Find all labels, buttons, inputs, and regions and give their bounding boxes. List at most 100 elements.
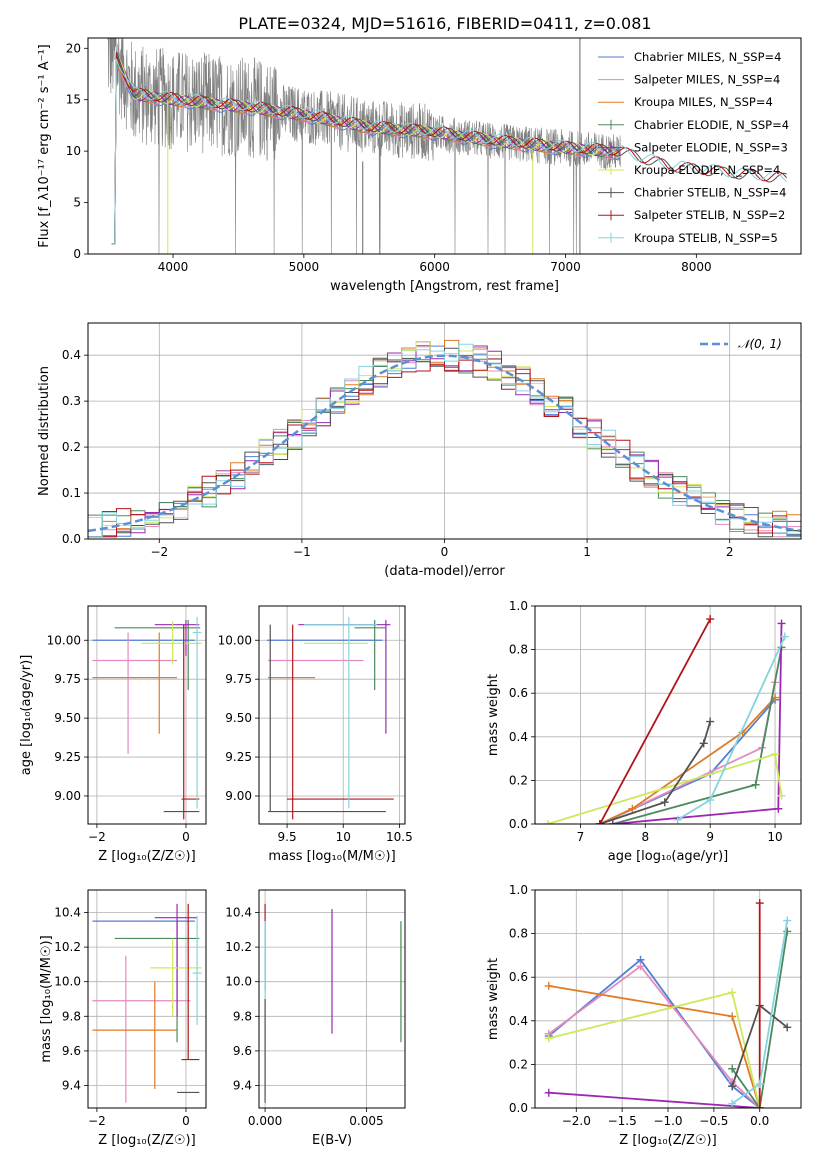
panel-frame [534,605,802,825]
weight-line [548,965,761,1108]
weight-line [599,696,776,824]
y-tick-label: 0.0 [509,1101,528,1115]
y-axis-label: mass weight [486,958,501,1040]
y-tick-label: 9.8 [62,1009,81,1023]
y-tick-label: 0.2 [62,440,81,454]
x-axis-label: age [log₁₀(age/yr)] [608,849,729,864]
errorbar-point [92,632,178,754]
x-axis-label: E(B-V) [312,1133,352,1148]
x-axis-label: Z [log₁₀(Z/Z☉)] [98,849,195,864]
weight-marker [783,1023,792,1032]
panel-frame [534,889,802,1109]
model-line [111,61,621,245]
weight-marker [728,1064,737,1073]
weight-marker [706,717,715,726]
x-tick-label: 5000 [289,260,320,274]
weight-marker [544,1088,553,1097]
model-line [111,58,787,245]
weight-marker [543,820,552,824]
weight-marker [771,750,780,759]
y-axis-label: age [log₁₀(age/yr)] [19,655,34,776]
y-tick-label: 0.3 [62,394,81,408]
weight-line [548,1091,760,1108]
y-tick-label: 0.1 [62,486,81,500]
plot-area [266,616,394,820]
x-tick-label: −2 [150,545,168,559]
y-tick-label: 10.4 [54,905,81,919]
weight-marker [628,804,637,813]
y-tick-label: 9.6 [62,1044,81,1058]
x-tick-label: 8000 [681,260,712,274]
y-tick-label: 9.25 [225,750,252,764]
x-tick-label: 10 [767,830,782,844]
weight-line [731,931,789,1108]
figure-title: PLATE=0324, MJD=51616, FIBERID=0411, z=0… [238,14,651,33]
errorbar-point [92,955,191,1103]
errorbar-point [181,624,200,820]
x-tick-label: 0 [182,1114,190,1128]
plot-area [543,615,789,824]
y-tick-label: 0.0 [509,817,528,831]
normal-curve [88,354,801,533]
weight-marker [755,1104,764,1108]
panel-frame [87,37,802,255]
weight-marker [595,820,604,824]
y-axis-label: mass [log₁₀(M/M☉)] [39,935,54,1062]
y-tick-label: 9.25 [54,750,81,764]
y-tick-label: 9.00 [225,789,252,803]
errorbar-point [150,938,202,1017]
weight-marker [544,1034,553,1043]
x-tick-label: 8 [641,830,649,844]
x-tick-label: 0 [182,830,190,844]
y-tick-label: 15 [66,93,81,107]
weight-marker [777,791,786,800]
y-tick-label: 0 [73,247,81,261]
weight-marker [673,815,682,824]
x-tick-label: 10 [336,830,351,844]
weight-marker [777,619,786,628]
errorbar-point [267,624,386,813]
weight-marker [780,632,789,641]
legend: Chabrier MILES, N_SSP=4 Salpeter MILES, N… [598,50,789,245]
x-axis-label: Z [log₁₀(Z/Z☉)] [619,1133,716,1148]
x-tick-label: 6000 [419,260,450,274]
model-line [111,63,621,245]
legend-label: Salpeter STELIB, N_SSP=2 [634,208,785,222]
errorbar-point [154,903,198,1017]
weight-marker [706,796,715,805]
legend-label: Salpeter MILES, N_SSP=4 [634,73,780,87]
model-line [111,51,621,245]
x-tick-label: 1 [583,545,591,559]
y-tick-label: 1.0 [509,883,528,897]
x-tick-label: 9 [706,830,714,844]
panel-frame [258,889,406,1109]
errorbar-point [92,632,178,734]
plot-area [264,903,402,1103]
y-tick-label: 10.00 [47,633,81,647]
errorbar-point [181,903,200,1061]
x-tick-label: 7 [577,830,585,844]
weight-marker [774,804,783,813]
panel-4: 9.5 10 10.5 9.00 9.25 9.50 9.75 10.00 mass [log₁… [218,606,413,864]
errorbar-point [354,620,386,691]
panel-2: −2 −1 0 1 2 0.0 0.1 0.2 0.3 0.4 (data-model)/error… [37,323,801,579]
legend-label: 𝒩(0, 1) [738,337,782,351]
weight-marker [751,780,760,789]
x-axis-label: (data-model)/error [384,564,505,579]
x-tick-label: −2 [88,1114,106,1128]
y-tick-label: 9.50 [225,711,252,725]
y-tick-label: 0.8 [509,643,528,657]
x-tick-label: −1.0 [653,1114,682,1128]
weight-marker [660,798,669,807]
x-tick-label: 0.005 [349,1114,383,1128]
weight-marker [608,820,617,824]
x-tick-label: −1.5 [608,1114,637,1128]
y-tick-label: 0.4 [509,1014,528,1028]
weight-line [612,647,783,824]
panel-frame [87,889,207,1109]
y-tick-label: 20 [66,41,81,55]
weight-line [548,985,761,1108]
y-tick-label: 5 [73,196,81,210]
y-tick-label: 10 [66,144,81,158]
